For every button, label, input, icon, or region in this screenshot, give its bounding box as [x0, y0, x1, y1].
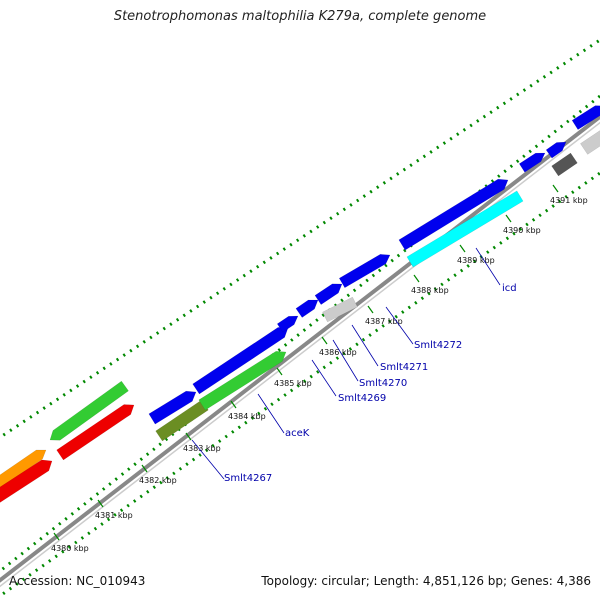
feature-blue-7 [398, 178, 509, 251]
feature-red-left [0, 459, 53, 503]
kbp-tick-label: 4384 kbp [228, 412, 266, 421]
kbp-tick-label: 4381 kbp [95, 511, 133, 520]
backbone-outer-line [0, 114, 600, 583]
feature-blue-4 [295, 299, 319, 318]
kbp-tick-label: 4382 kbp [139, 476, 177, 485]
kbp-tick-label: 4391 kbp [550, 196, 588, 205]
kbp-tick-line [552, 184, 559, 193]
feature-green-aceK [198, 350, 287, 411]
outer-dot-track [0, 38, 600, 440]
kbp-tick-label: 4389 kbp [457, 256, 495, 265]
feature-blue-5 [314, 283, 343, 305]
feature-orange-left [0, 449, 47, 489]
gene-label-connector [191, 439, 225, 480]
feature-blue-10 [571, 105, 600, 130]
feature-blue-6 [338, 254, 391, 289]
gene-label-connector [311, 359, 337, 397]
kbp-tick-label: 4390 kbp [503, 226, 541, 235]
kbp-tick-label: 4385 kbp [274, 379, 312, 388]
feature-blue-9 [545, 141, 567, 159]
gene-label-connector [351, 324, 379, 367]
feature-grey-Smlt4271 [322, 296, 358, 323]
feature-green-1 [49, 380, 129, 441]
kbp-tick-labels: 4380 kbp 4381 kbp 4382 kbp 4383 kbp 4384 kbp… [51, 184, 588, 553]
kbp-tick-label: 4380 kbp [51, 544, 89, 553]
kbp-tick-label: 4386 kbp [319, 348, 357, 357]
gene-labels: Smlt4267 aceK Smlt4269 Smlt4270 Smlt4271 Smlt… [191, 247, 517, 484]
kbp-tick-label: 4383 kbp [183, 444, 221, 453]
gene-label-text: icd [502, 283, 517, 294]
feature-cyan-icd [406, 190, 524, 268]
kbp-tick-line [321, 336, 328, 345]
middle-dot-track [0, 94, 600, 573]
kbp-tick-line [230, 400, 237, 409]
gene-label-text: aceK [285, 428, 310, 439]
kbp-tick-line [276, 367, 283, 376]
gene-label-text: Smlt4270 [359, 378, 407, 389]
kbp-tick-line [97, 499, 104, 508]
feature-grey-right [580, 130, 600, 155]
gene-features [0, 105, 600, 503]
backbone-lines [0, 114, 600, 588]
gene-label-text: Smlt4269 [338, 393, 386, 404]
gene-label-connector [257, 393, 285, 434]
feature-red-2 [56, 404, 135, 461]
gene-label-connector [385, 306, 414, 345]
feature-blue-1 [148, 390, 197, 425]
kbp-tick-label: 4387 kbp [365, 317, 403, 326]
kbp-tick-line [185, 432, 192, 441]
gene-label-text: Smlt4271 [380, 362, 428, 373]
kbp-tick-line [459, 244, 466, 253]
gene-label-text: Smlt4272 [414, 340, 462, 351]
feature-blue-8 [518, 152, 546, 173]
kbp-tick-label: 4388 kbp [411, 286, 449, 295]
kbp-tick-line [413, 274, 420, 283]
backbone-inner-line [0, 121, 600, 588]
kbp-tick-line [141, 464, 148, 473]
topology-text: Topology: circular; Length: 4,851,126 bp… [261, 574, 591, 588]
feature-grey-dark [551, 152, 578, 177]
feature-blue-3 [276, 315, 299, 333]
accession-text: Accession: NC_010943 [9, 574, 146, 588]
kbp-tick-line [367, 305, 374, 314]
gene-label-connector [332, 339, 359, 382]
gene-label-connector [475, 247, 501, 286]
kbp-tick-line [53, 532, 60, 541]
map-title: Stenotrophomonas maltophilia K279a, comp… [113, 9, 487, 24]
kbp-tick-line [505, 214, 512, 223]
tick-dot-tracks [0, 38, 600, 598]
gene-label-text: Smlt4267 [224, 473, 272, 484]
